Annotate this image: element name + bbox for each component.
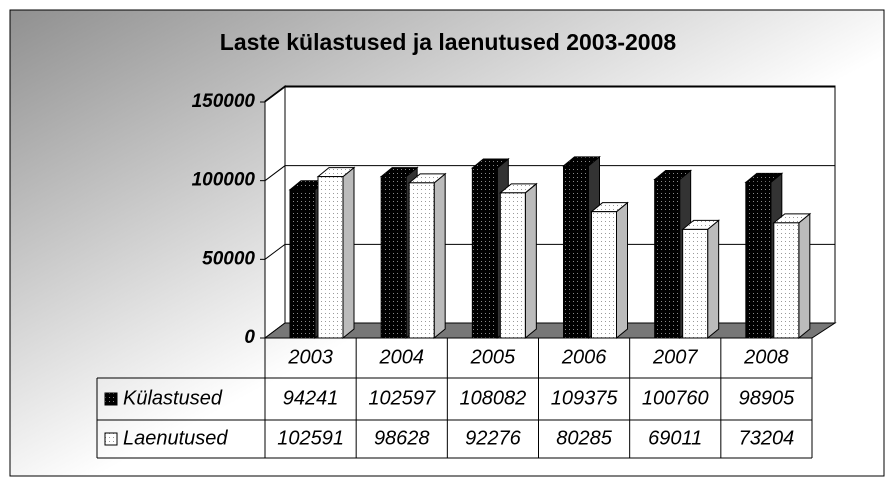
grid-line (264, 86, 835, 103)
back-wall (284, 85, 836, 324)
data-label: 69011 (648, 427, 702, 449)
bar (380, 176, 407, 339)
bar-side (524, 182, 537, 340)
x-tick-label: 2005 (470, 346, 516, 368)
bar-side (342, 166, 355, 340)
bar (499, 192, 526, 339)
bar (408, 182, 435, 339)
bar-side (798, 212, 811, 340)
bar (317, 176, 344, 339)
data-label: 80285 (556, 427, 612, 449)
x-tick-label: 2004 (379, 346, 425, 368)
bar (654, 178, 681, 339)
legend-key (104, 392, 118, 406)
y-tick-label: 0 (244, 327, 255, 348)
data-label: 102597 (368, 387, 436, 409)
data-label: 108082 (460, 387, 527, 409)
grid-line (264, 165, 835, 182)
bar (773, 222, 800, 339)
data-label: 92276 (465, 427, 521, 449)
data-label: 98628 (374, 427, 430, 449)
bar (682, 228, 709, 339)
data-label: 109375 (551, 387, 619, 409)
data-label: 102591 (277, 427, 344, 449)
x-tick-label: 2008 (743, 346, 789, 368)
x-tick-label: 2007 (652, 346, 698, 368)
legend-key (104, 432, 118, 446)
grid-line (264, 243, 835, 260)
bar-side (707, 219, 720, 340)
data-label: 94241 (283, 387, 339, 409)
legend-label: Laenutused (123, 427, 228, 449)
x-tick-label: 2006 (561, 346, 607, 368)
y-tick-label: 50000 (202, 248, 255, 269)
y-tick-label: 100000 (192, 170, 256, 191)
bar (563, 165, 589, 339)
x-tick-label: 2003 (287, 346, 333, 368)
data-label: 98905 (739, 387, 795, 409)
bar (591, 211, 617, 339)
y-tick-label: 150000 (192, 91, 256, 112)
bar-side (433, 172, 446, 340)
bar (289, 189, 316, 339)
side-wall (264, 85, 286, 339)
legend-label: Külastused (123, 387, 223, 409)
bar (471, 167, 498, 339)
bar-side (616, 201, 628, 340)
data-label: 73204 (739, 427, 795, 449)
bar (745, 181, 772, 339)
data-label: 100760 (642, 387, 709, 409)
chart-title: Laste külastused ja laenutused 2003-2008 (220, 29, 677, 55)
